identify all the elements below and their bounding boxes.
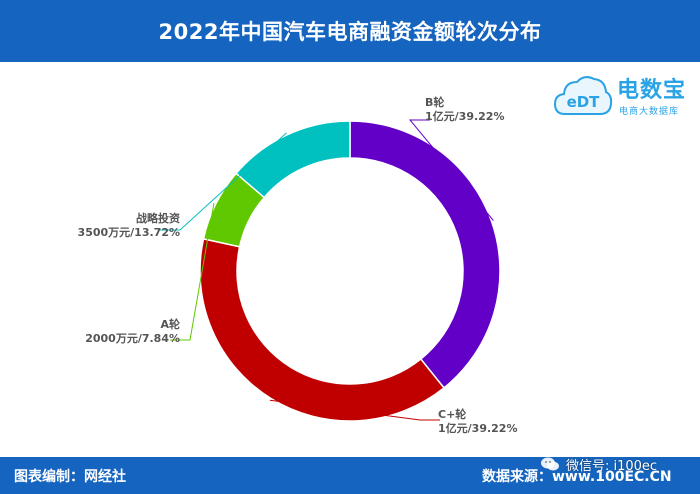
leader-line-2 [170,203,215,341]
slice-label-value-2: 2000万元/7.84% [85,332,180,345]
donut-slices [199,120,501,422]
slice-label-name-0: B轮 [425,95,444,109]
page-title: 2022年中国汽车电商融资金额轮次分布 [158,20,542,44]
leader-line-0 [408,119,494,221]
brand-tagline: 电商大数据库 [619,107,680,117]
cloud-logo-icon: eDT [553,76,613,115]
wechat-id: 微信号: i100ec [566,458,658,474]
chart-credit: 图表编制：网经社 [14,469,126,485]
slice-labels: B轮1亿元/39.22%C+轮1亿元/39.22%A轮2000万元/7.84%战… [78,95,518,435]
title-bar: 2022年中国汽车电商融资金额轮次分布 [0,0,700,62]
cloud-logo-text: eDT [567,93,601,111]
slice-label-name-2: A轮 [160,317,180,331]
leader-lines [160,119,494,421]
slice-label-value-1: 1亿元/39.22% [438,421,518,435]
logo: eDT 电数宝 电商大数据库 [553,66,695,124]
donut-chart: B轮1亿元/39.22%C+轮1亿元/39.22%A轮2000万元/7.84%战… [78,95,518,435]
slice-0 [349,120,501,389]
slice-3 [235,120,351,199]
brand-name: 电数宝 [617,78,687,103]
footer-bar: 图表编制：网经社 数据来源：www.100EC.CN [0,457,700,494]
slice-1 [199,237,446,422]
data-source: 数据来源：www.100EC.CN [482,469,672,485]
leader-line-3 [160,132,287,231]
slice-label-name-3: 战略投资 [136,211,180,225]
slice-label-value-0: 1亿元/39.22% [425,109,505,123]
slice-label-value-3: 3500万元/13.72% [78,226,180,239]
wechat-icon [540,456,560,472]
leader-line-1 [269,399,440,421]
wechat-watermark: 微信号: i100ec [540,452,696,476]
slice-label-name-1: C+轮 [438,407,466,421]
